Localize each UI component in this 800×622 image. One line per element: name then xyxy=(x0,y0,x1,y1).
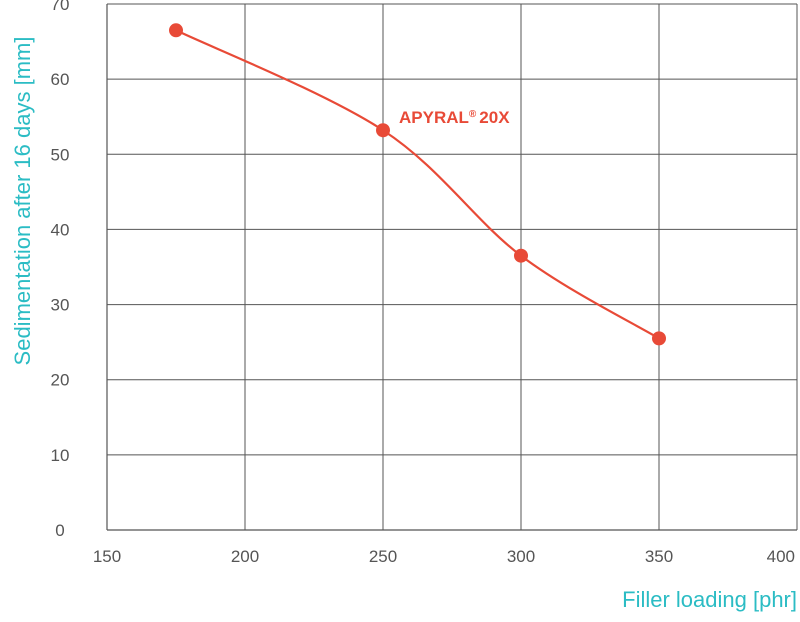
x-tick-label: 400 xyxy=(767,547,795,566)
data-point xyxy=(376,123,390,138)
data-point xyxy=(169,23,183,38)
y-tick-label: 50 xyxy=(51,145,70,164)
series-label-registered-mark: ® xyxy=(469,109,477,120)
y-tick-label: 40 xyxy=(51,220,70,239)
y-tick-label: 10 xyxy=(51,446,70,465)
x-tick-label: 200 xyxy=(231,547,259,566)
x-tick-label: 250 xyxy=(369,547,397,566)
series-label: APYRAL® 20X xyxy=(399,108,510,127)
x-axis-title: Filler loading [phr] xyxy=(622,587,797,612)
y-tick-label: 0 xyxy=(55,521,64,540)
y-tick-label: 70 xyxy=(51,0,70,14)
series-label-suffix: 20X xyxy=(479,108,510,127)
x-tick-label: 300 xyxy=(507,547,535,566)
y-tick-label: 30 xyxy=(51,296,70,315)
x-tick-label: 150 xyxy=(93,547,121,566)
y-tick-label: 20 xyxy=(51,371,70,390)
axis-titles: Sedimentation after 16 days [mm] Filler … xyxy=(10,37,797,612)
series-label-main: APYRAL xyxy=(399,108,469,127)
grid xyxy=(107,3,798,530)
data-point xyxy=(652,331,666,346)
x-tick-label: 350 xyxy=(645,547,673,566)
y-tick-label: 60 xyxy=(51,70,70,89)
tick-labels: 0 10 20 30 40 50 60 70 150 200 250 300 350 400 xyxy=(51,0,795,566)
series: APYRAL® 20X xyxy=(169,23,666,346)
y-axis-title: Sedimentation after 16 days [mm] xyxy=(10,37,35,366)
axes xyxy=(106,4,797,531)
data-point xyxy=(514,248,528,263)
series-line xyxy=(175,29,660,340)
